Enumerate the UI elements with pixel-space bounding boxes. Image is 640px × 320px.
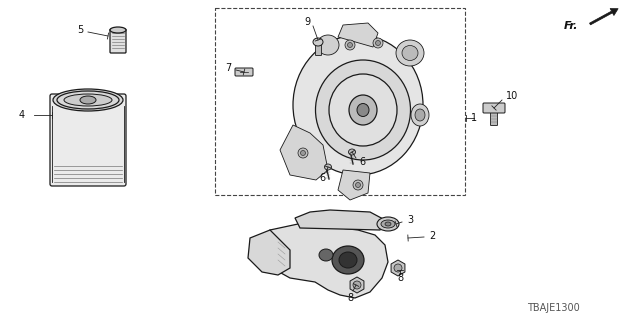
Ellipse shape xyxy=(376,41,381,45)
Ellipse shape xyxy=(317,35,339,55)
Text: 5: 5 xyxy=(77,25,83,35)
Ellipse shape xyxy=(298,148,308,158)
Polygon shape xyxy=(248,230,290,275)
Ellipse shape xyxy=(394,264,402,272)
Ellipse shape xyxy=(313,38,323,46)
Ellipse shape xyxy=(329,74,397,146)
Text: 10: 10 xyxy=(506,91,518,101)
FancyBboxPatch shape xyxy=(490,110,497,125)
Ellipse shape xyxy=(415,109,425,121)
FancyBboxPatch shape xyxy=(110,29,126,53)
FancyBboxPatch shape xyxy=(235,68,253,76)
Ellipse shape xyxy=(348,43,353,47)
Ellipse shape xyxy=(349,149,355,155)
Text: 2: 2 xyxy=(429,231,435,241)
Ellipse shape xyxy=(353,180,363,190)
Ellipse shape xyxy=(349,95,377,125)
Text: 6: 6 xyxy=(359,157,365,167)
Ellipse shape xyxy=(324,164,332,170)
Bar xyxy=(215,8,465,195)
Ellipse shape xyxy=(355,182,360,188)
Ellipse shape xyxy=(402,45,418,60)
Ellipse shape xyxy=(110,27,126,33)
Ellipse shape xyxy=(53,89,123,111)
FancyArrow shape xyxy=(589,9,618,25)
Ellipse shape xyxy=(64,94,112,106)
Ellipse shape xyxy=(373,38,383,48)
Ellipse shape xyxy=(411,104,429,126)
Ellipse shape xyxy=(319,249,333,261)
Text: 8: 8 xyxy=(347,293,353,303)
Polygon shape xyxy=(280,125,328,180)
Polygon shape xyxy=(391,260,405,276)
Ellipse shape xyxy=(339,252,357,268)
Text: TBAJE1300: TBAJE1300 xyxy=(527,303,580,313)
Polygon shape xyxy=(265,224,388,298)
Text: 9: 9 xyxy=(304,17,310,27)
Ellipse shape xyxy=(332,246,364,274)
Ellipse shape xyxy=(316,60,410,160)
Text: 1: 1 xyxy=(471,113,477,123)
Ellipse shape xyxy=(353,281,361,289)
FancyBboxPatch shape xyxy=(483,103,505,113)
Polygon shape xyxy=(338,170,370,200)
Polygon shape xyxy=(295,210,385,230)
Ellipse shape xyxy=(385,222,391,226)
Ellipse shape xyxy=(293,35,423,175)
Text: 7: 7 xyxy=(225,63,231,73)
Ellipse shape xyxy=(301,150,305,156)
Ellipse shape xyxy=(377,217,399,231)
Polygon shape xyxy=(350,277,364,293)
Polygon shape xyxy=(338,23,378,47)
Text: 6: 6 xyxy=(319,173,325,183)
Ellipse shape xyxy=(345,40,355,50)
Text: 4: 4 xyxy=(19,110,25,120)
Ellipse shape xyxy=(80,96,96,104)
Text: 8: 8 xyxy=(397,273,403,283)
Ellipse shape xyxy=(396,40,424,66)
Ellipse shape xyxy=(357,103,369,116)
FancyBboxPatch shape xyxy=(316,44,321,55)
FancyBboxPatch shape xyxy=(50,94,126,186)
Text: Fr.: Fr. xyxy=(563,21,578,31)
Ellipse shape xyxy=(381,220,395,228)
Text: 3: 3 xyxy=(407,215,413,225)
